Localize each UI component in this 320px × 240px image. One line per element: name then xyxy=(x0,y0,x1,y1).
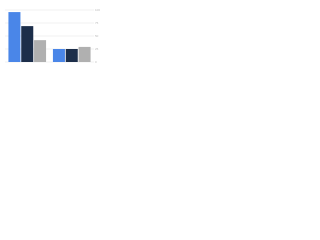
y-tick-label: 50 xyxy=(95,34,99,38)
chart: 0 25 50 75 100 xyxy=(5,8,100,64)
bar xyxy=(34,40,47,62)
y-tick-label: 75 xyxy=(95,21,99,25)
y-tick-label: 100 xyxy=(95,8,100,12)
bar xyxy=(78,46,91,62)
y-tick-label: 25 xyxy=(95,47,99,51)
y-tick-label: 0 xyxy=(95,60,97,64)
bar xyxy=(8,12,21,62)
bar xyxy=(65,49,78,62)
bar xyxy=(21,26,34,62)
bar xyxy=(52,49,65,62)
